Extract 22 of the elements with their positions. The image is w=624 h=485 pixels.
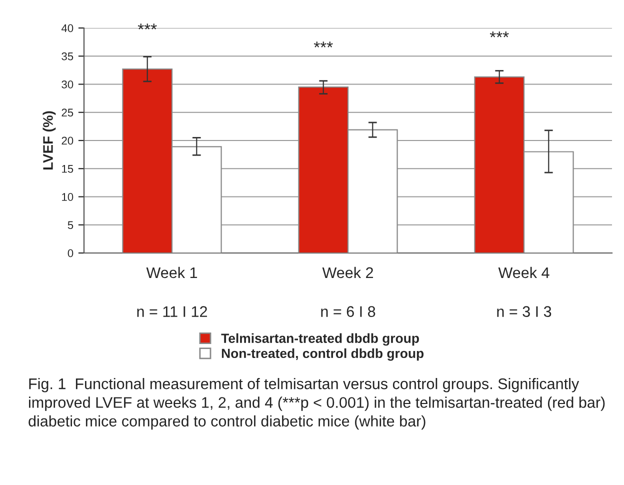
y-tick-label: 5 (68, 221, 74, 230)
caption: Fig. 1 Functional measurement of telmisartan versus control groups. Significantly improved LVEF at weeks 1, 2, and 4 (***p < 0.001) in the telmisartan-treated (red bar) diabetic mice compared to control diabetic mice (white bar) (28, 378, 605, 430)
legend-label: Non-treated, control dbdb group (222, 348, 424, 361)
y-tick-label: 35 (62, 52, 74, 60)
y-tick-label: 20 (62, 136, 74, 145)
x-tick-label: Week 2 (322, 266, 373, 278)
text: n = 6 I 8 (321, 306, 376, 317)
y-tick-label: 10 (62, 193, 74, 201)
y-tick-label: 25 (62, 108, 74, 117)
text: n = 3 I 3 (497, 306, 552, 317)
y-tick-label: 15 (62, 165, 74, 173)
annotation: *** (314, 42, 333, 48)
legend-label: Telmisartan-treated dbdb group (221, 333, 419, 346)
annotation: *** (138, 24, 157, 30)
y-tick-label: 0 (68, 249, 74, 258)
y-axis-title: LVEF (%) (42, 111, 56, 170)
y-tick-label: 30 (62, 80, 74, 88)
annotation: *** (490, 31, 509, 38)
text: n = 11 I 12 (137, 306, 207, 317)
y-tick-label: 40 (61, 24, 74, 32)
x-tick-label: Week 1 (146, 266, 198, 278)
x-tick-label: Week 4 (498, 266, 550, 278)
